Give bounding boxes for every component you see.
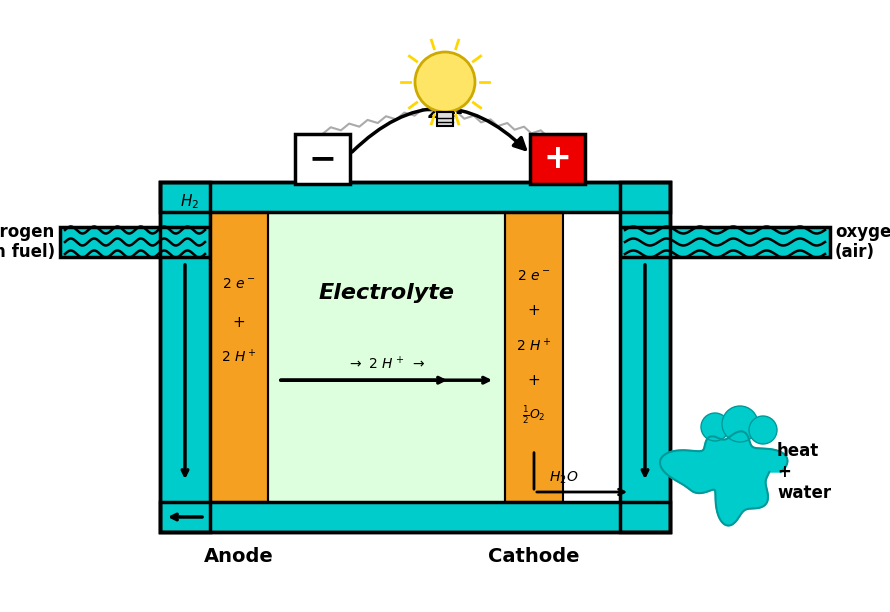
Text: $+$: $+$ bbox=[528, 303, 540, 318]
Circle shape bbox=[701, 413, 729, 441]
Bar bbox=[505, 212, 563, 502]
Bar bbox=[437, 112, 453, 126]
Bar bbox=[60, 227, 210, 257]
Text: 2 e-: 2 e- bbox=[427, 104, 463, 122]
Text: $H_2O$: $H_2O$ bbox=[549, 469, 578, 486]
Circle shape bbox=[722, 406, 758, 442]
Bar bbox=[160, 182, 670, 212]
Bar bbox=[295, 134, 350, 184]
Text: oxygen
(air): oxygen (air) bbox=[835, 223, 890, 261]
Bar bbox=[210, 227, 620, 257]
Text: −: − bbox=[309, 143, 336, 176]
Text: heat
+
water: heat + water bbox=[777, 442, 831, 502]
Text: $2\ H^+$: $2\ H^+$ bbox=[516, 337, 552, 354]
Bar bbox=[160, 182, 210, 532]
Bar bbox=[620, 182, 670, 532]
Text: hydrogen
(from fuel): hydrogen (from fuel) bbox=[0, 223, 55, 261]
Text: $+$: $+$ bbox=[528, 373, 540, 387]
Bar bbox=[268, 212, 505, 502]
Text: $2\ e^-$: $2\ e^-$ bbox=[222, 277, 255, 291]
Text: Cathode: Cathode bbox=[489, 547, 579, 566]
Polygon shape bbox=[660, 431, 788, 526]
Text: $2\ e^-$: $2\ e^-$ bbox=[517, 269, 551, 283]
Bar bbox=[160, 182, 670, 532]
Text: $\rightarrow\ 2\ H^+\ \rightarrow$: $\rightarrow\ 2\ H^+\ \rightarrow$ bbox=[347, 355, 425, 372]
Bar bbox=[210, 212, 620, 502]
Circle shape bbox=[415, 52, 475, 112]
Text: Anode: Anode bbox=[204, 547, 274, 566]
Text: $+$: $+$ bbox=[232, 315, 246, 330]
Bar bbox=[530, 134, 585, 184]
Bar bbox=[210, 212, 268, 502]
Text: Electrolyte: Electrolyte bbox=[319, 283, 455, 303]
Circle shape bbox=[749, 416, 777, 444]
Bar bbox=[620, 227, 830, 257]
Text: $H_2$: $H_2$ bbox=[181, 193, 199, 211]
FancyArrowPatch shape bbox=[352, 108, 525, 152]
Text: $\frac{1}{2}O_2$: $\frac{1}{2}O_2$ bbox=[522, 404, 546, 426]
Bar bbox=[160, 502, 670, 532]
Text: $2\ H^+$: $2\ H^+$ bbox=[222, 348, 257, 365]
Text: +: + bbox=[544, 143, 571, 176]
